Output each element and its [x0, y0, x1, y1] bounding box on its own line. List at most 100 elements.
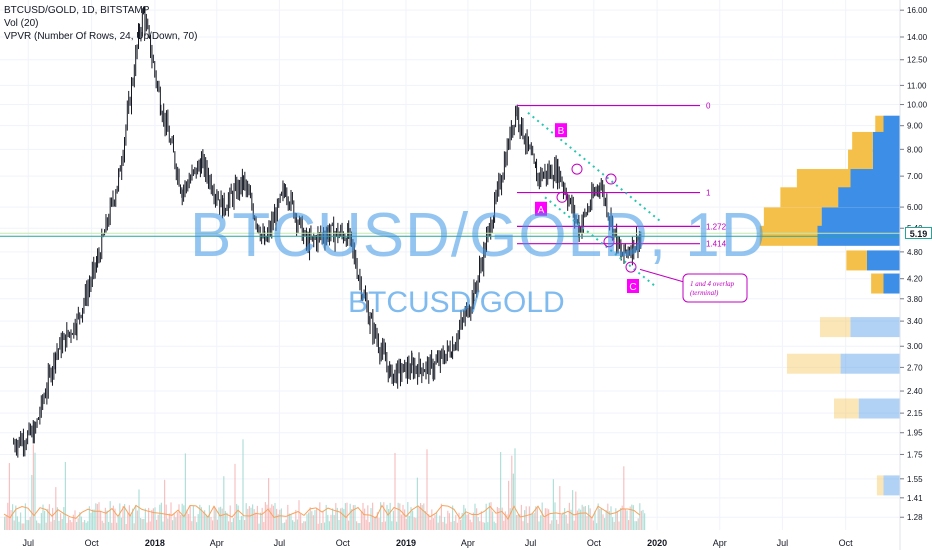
volume-bar: [136, 510, 138, 530]
volume-bar: [424, 511, 426, 530]
volume-bar: [319, 502, 321, 530]
volume-bar: [626, 510, 628, 530]
volume-bar: [202, 512, 204, 530]
volume-bar: [231, 522, 233, 530]
legend-symbol[interactable]: BTCUSD/GOLD, 1D, BITSTAMP: [4, 5, 150, 16]
volume-bar: [607, 503, 609, 530]
volume-bar: [461, 512, 463, 530]
volume-bar: [239, 519, 241, 530]
annotation-text-1: (terminal): [690, 289, 719, 297]
volume-bar: [584, 506, 586, 530]
x-tick-label-0: Jul: [23, 538, 35, 548]
volume-bar: [92, 509, 94, 530]
volume-bar: [109, 501, 111, 530]
volume-bar: [71, 522, 73, 530]
volume-bar: [394, 452, 396, 530]
volume-bar: [452, 505, 454, 530]
x-tick-label-5: Oct: [336, 538, 351, 548]
volume-bar: [274, 503, 276, 530]
volume-bar: [20, 512, 22, 530]
wave-label-box-0: [555, 123, 567, 138]
volume-bar: [335, 503, 337, 530]
volume-bar: [604, 518, 606, 530]
volume-bar: [340, 508, 342, 530]
volume-bar: [301, 523, 303, 530]
price-axis-bg: [900, 0, 932, 550]
vp-up-bar-4: [780, 187, 839, 208]
x-tick-label-9: Oct: [587, 538, 602, 548]
volume-bar: [47, 508, 49, 530]
vp-down-bar-11: [858, 398, 900, 419]
legend-vpvr[interactable]: VPVR (Number Of Rows, 24, Up/Down, 70): [4, 31, 198, 42]
volume-bar: [53, 519, 55, 530]
volume-bar: [567, 523, 569, 530]
volume-bar: [573, 520, 575, 530]
volume-bar: [442, 521, 444, 530]
volume-bar: [200, 507, 202, 530]
wave-label-0: B: [558, 126, 565, 137]
volume-bar: [412, 510, 414, 530]
x-tick-label-12: Jul: [777, 538, 789, 548]
volume-bar: [140, 517, 142, 530]
volume-bar: [642, 509, 644, 530]
volume-bar: [178, 504, 180, 530]
y-tick-label-3: 11.00: [907, 81, 927, 90]
y-tick-label-2: 12.50: [907, 56, 928, 65]
volume-bar: [448, 513, 450, 530]
vp-up-bar-11: [834, 398, 859, 419]
volume-bar: [29, 516, 31, 530]
y-tick-label-18: 1.95: [907, 429, 923, 438]
volume-bar: [39, 523, 41, 530]
legend-vol[interactable]: Vol (20): [4, 18, 39, 29]
volume-bar: [189, 506, 191, 530]
volume-bar: [119, 503, 121, 530]
volume-bar: [272, 505, 274, 530]
volume-bar: [300, 513, 302, 530]
volume-bar: [151, 509, 153, 530]
volume-bar: [12, 504, 14, 530]
volume-bar: [341, 507, 343, 530]
y-tick-label-16: 2.40: [907, 387, 923, 396]
vp-up-bar-5: [763, 207, 822, 228]
volume-bar: [333, 514, 335, 530]
volume-bar: [440, 503, 442, 530]
volume-bar: [471, 522, 473, 530]
volume-bar: [391, 521, 393, 530]
volume-bar: [5, 515, 7, 530]
volume-bar: [165, 504, 167, 530]
volume-bar: [130, 514, 132, 530]
volume-bar: [410, 507, 412, 530]
volume-bar: [256, 505, 258, 530]
volume-bar: [634, 521, 636, 530]
x-tick-label-8: Jul: [525, 538, 537, 548]
volume-bar: [247, 508, 249, 530]
volume-bar: [616, 511, 618, 530]
vp-up-bar-2: [848, 149, 873, 170]
volume-bar: [456, 522, 458, 530]
grid: [0, 0, 900, 530]
volume-bar: [432, 518, 434, 530]
vp-down-bar-9: [850, 317, 900, 338]
volume-bar: [183, 505, 185, 530]
volume-bar: [629, 506, 631, 530]
volume-bar: [472, 512, 474, 530]
volume-bar: [522, 521, 524, 530]
volume-bar: [466, 514, 468, 530]
volume-bar: [463, 504, 465, 530]
volume-bar: [77, 518, 79, 530]
volume-bar: [583, 506, 585, 530]
volume-bar: [168, 513, 170, 530]
volume-bar: [218, 507, 220, 530]
volume-profile: [759, 115, 900, 496]
volume-bar: [317, 523, 319, 530]
volume-bar: [392, 510, 394, 530]
volume-bar: [554, 502, 556, 530]
volume-bar: [445, 523, 447, 530]
volume-bar: [44, 510, 46, 530]
volume-bar: [621, 505, 623, 530]
volume-bar: [490, 502, 492, 530]
volume-bar: [500, 452, 502, 530]
volume-bar: [308, 512, 310, 530]
volume-bar: [108, 521, 110, 530]
